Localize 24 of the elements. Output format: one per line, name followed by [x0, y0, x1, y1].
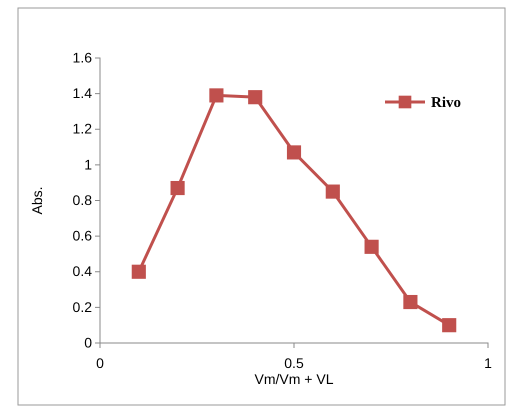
- point: [364, 240, 379, 254]
- y-tick-label: 0.6: [72, 228, 92, 244]
- point: [403, 294, 418, 310]
- legend-label: Rivo: [431, 95, 461, 111]
- x-axis-title: Vm/Vm + VL: [254, 371, 334, 387]
- point: [170, 180, 185, 196]
- y-tick-label: 0.8: [72, 192, 92, 208]
- y-tick-label: 1.2: [72, 120, 92, 137]
- y-tick-label: 0.4: [72, 263, 92, 280]
- point: [209, 88, 224, 102]
- point: [286, 145, 302, 160]
- y-tick-label: 0.2: [72, 298, 92, 315]
- y-tick-label: 1: [84, 156, 92, 172]
- point: [248, 90, 262, 104]
- point: [442, 318, 456, 332]
- y-tick-label: 1.6: [72, 49, 92, 66]
- y-axis-title: Abs.: [29, 186, 45, 215]
- x-tick-label: 1: [484, 354, 492, 371]
- x-tick-label: 0: [96, 354, 104, 371]
- y-tick-label: 0: [84, 334, 92, 350]
- point: [132, 264, 146, 279]
- x-tick-label: 0.5: [284, 354, 304, 371]
- point: [326, 184, 340, 199]
- y-tick-label: 1.4: [72, 85, 92, 102]
